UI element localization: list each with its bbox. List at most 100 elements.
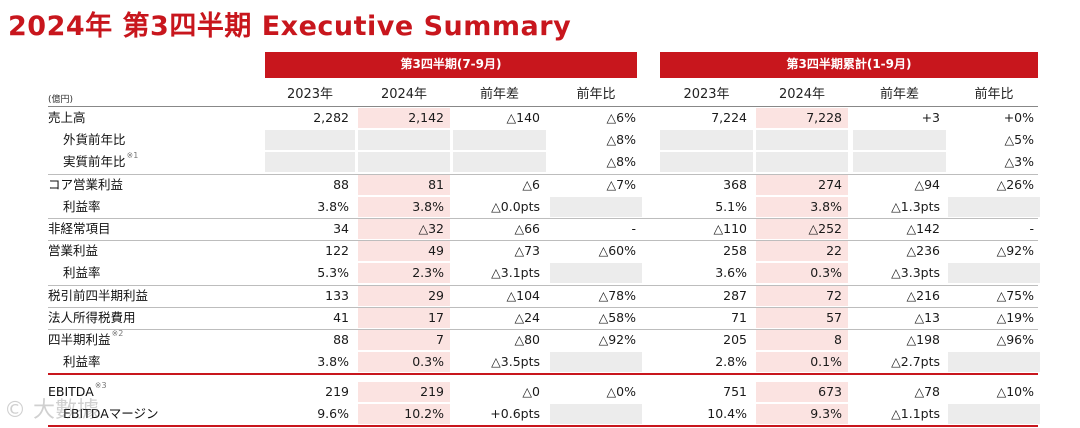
table-cell: △7% <box>606 176 636 192</box>
table-cell: 3.8% <box>756 196 848 217</box>
table-cell: 3.8% <box>317 198 349 214</box>
table-cell: 41 <box>333 309 349 325</box>
table-cell: 7,224 <box>711 110 747 125</box>
column-header: 2024年 <box>778 87 826 102</box>
table-cell: 287 <box>723 287 747 303</box>
table-cell: +3 <box>921 110 940 125</box>
table-cell: 3.8% <box>317 354 349 370</box>
table-cell: 0.1% <box>756 352 848 373</box>
table-row: 法人所得税費用 41 17 △24 △58% 71 57 △13 △19% <box>48 306 1038 329</box>
table-cell: △1.1pts <box>891 406 940 422</box>
section-divider <box>48 373 1038 381</box>
row-label: EBITDAマージン <box>63 406 159 422</box>
column-header: 前年差 <box>479 87 519 102</box>
header-divider <box>48 106 1038 107</box>
table-row: 実質前年比※1 △8% △3% <box>48 151 1038 173</box>
table-cell: 205 <box>723 331 747 347</box>
column-header: 前年比 <box>974 87 1014 102</box>
row-divider <box>48 173 1038 175</box>
table-cell: △0% <box>606 384 636 400</box>
table-cell: 17 <box>358 307 450 328</box>
table-cell: 258 <box>723 243 747 259</box>
table-cell: △32 <box>358 218 450 239</box>
table-cell: 219 <box>325 384 349 400</box>
table-cell: △73 <box>514 243 540 259</box>
table-cell: △0.0pts <box>491 198 540 214</box>
column-header: 2023年 <box>683 87 730 102</box>
table-cell: 49 <box>358 241 450 262</box>
table-cell: △5% <box>1004 132 1034 148</box>
table-cell <box>358 152 450 173</box>
table-cell <box>756 130 848 151</box>
table-cell: △10% <box>996 384 1034 400</box>
table-cell: △92% <box>598 331 636 347</box>
row-label: 利益率 <box>63 265 101 281</box>
table-cell: △8% <box>606 132 636 148</box>
table-cell: △66 <box>514 220 540 236</box>
table-row: 利益率 5.3% 2.3% △3.1pts 3.6% 0.3% △3.3pts <box>48 262 1040 284</box>
row-label: 利益率 <box>63 198 101 214</box>
row-divider <box>48 217 1038 219</box>
table-cell: △104 <box>506 287 540 303</box>
row-divider <box>48 240 1038 242</box>
table-row: 四半期利益※2 88 7 △80 △92% 205 8 △198 △96% <box>48 328 1038 351</box>
row-label: EBITDA※3 <box>48 381 107 400</box>
table-cell: 8 <box>756 329 848 350</box>
row-label: 売上高 <box>48 110 86 125</box>
table-cell: 34 <box>333 220 349 236</box>
row-label: 四半期利益※2 <box>48 328 124 347</box>
table-cell: △92% <box>996 243 1034 259</box>
table-cell: △142 <box>906 220 940 236</box>
table-cell: △94 <box>914 176 940 192</box>
table-cell: 0.3% <box>358 352 450 373</box>
table-cell: 5.1% <box>715 198 747 214</box>
table-cell: △60% <box>598 243 636 259</box>
footnote-marker: ※2 <box>111 328 124 338</box>
table-cell: △3% <box>1004 154 1034 170</box>
table-row: 外貨前年比 △8% △5% <box>48 129 1038 151</box>
table-row: 非経常項目 34 △32 △66 - △110 △252 △142 - <box>48 217 1038 240</box>
row-label: 利益率 <box>63 354 101 370</box>
table-cell: △24 <box>514 309 540 325</box>
watermark: © 大數據 <box>4 398 99 423</box>
table-cell: 29 <box>358 285 450 306</box>
table-cell: 22 <box>756 241 848 262</box>
table-cell: 7 <box>358 329 450 350</box>
table-cell: △13 <box>914 309 940 325</box>
table-cell: 57 <box>756 307 848 328</box>
table-cell <box>550 404 642 425</box>
group-header-q3: 第3四半期(7-9月) <box>265 52 637 76</box>
column-header: 前年差 <box>879 87 919 102</box>
row-divider <box>48 328 1038 330</box>
table-cell: 2.3% <box>358 263 450 284</box>
table-cell: 7,228 <box>756 108 848 128</box>
table-cell: △2.7pts <box>891 354 940 370</box>
table-cell: - <box>1029 220 1034 236</box>
table-cell: 122 <box>325 243 349 259</box>
table-cell: 72 <box>756 285 848 306</box>
table-cell <box>550 263 642 284</box>
row-label: 法人所得税費用 <box>48 309 136 325</box>
table-cell: △6% <box>606 110 636 125</box>
table-cell: 9.6% <box>317 406 349 422</box>
table-cell <box>265 130 355 151</box>
row-label: 非経常項目 <box>48 220 111 236</box>
row-label: 外貨前年比 <box>63 132 126 148</box>
table-cell: - <box>631 220 636 236</box>
table-cell: △140 <box>506 110 540 125</box>
row-label: コア営業利益 <box>48 176 124 192</box>
table-cell <box>948 352 1040 373</box>
table-cell: △19% <box>996 309 1034 325</box>
table-cell: 751 <box>723 384 747 400</box>
table-cell: 274 <box>756 174 848 195</box>
row-label: 営業利益 <box>48 243 99 259</box>
table-cell <box>358 130 450 151</box>
table-cell: 10.4% <box>707 406 747 422</box>
table-cell <box>756 152 848 173</box>
table-row: 利益率 3.8% 3.8% △0.0pts 5.1% 3.8% △1.3pts <box>48 196 1040 218</box>
column-header: 前年比 <box>576 87 616 102</box>
table-cell <box>948 404 1040 425</box>
table-cell: △110 <box>713 220 747 236</box>
table-cell <box>453 152 546 173</box>
table-row: EBITDA※3 219 219 △0 △0% 751 673 △78 △10% <box>48 381 1038 403</box>
